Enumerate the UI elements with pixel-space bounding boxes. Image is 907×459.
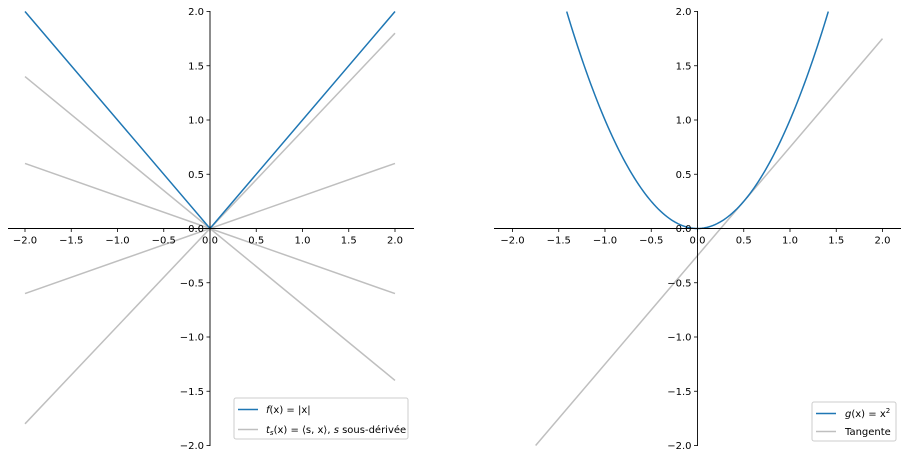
y-tick-label: 1.0 [676, 116, 692, 127]
y-tick-label: −1.5 [180, 387, 204, 398]
y-tick-label: 0.5 [188, 170, 204, 181]
y-tick-label: 1.5 [188, 61, 204, 72]
tangent-line [535, 38, 884, 446]
x-tick-label: 0.0 [202, 236, 218, 247]
x-tick-label: 1.0 [295, 236, 311, 247]
legend-label-g: g(x) = x2 [845, 407, 890, 420]
x-tick-label: 2.0 [875, 236, 891, 247]
x-tick-label: 1.5 [828, 236, 844, 247]
x-tick-label: 2.0 [387, 236, 403, 247]
legend: g(x) = x2 Tangente [811, 401, 897, 442]
x-tick-label: −2.0 [13, 236, 37, 247]
y-tick-label: −2.0 [180, 441, 204, 452]
legend-label-t: ts(x) = ⟨s, x⟩, s sous-dérivée [266, 424, 406, 437]
legend: f(x) = |x| ts(x) = ⟨s, x⟩, s sous-dérivé… [233, 397, 409, 440]
x-ticks: −2.0 −1.5 −1.0 −0.5 0.0 0.5 1.0 1.5 2.0 [500, 228, 891, 247]
y-tick-label: 0.0 [676, 224, 692, 235]
y-tick-label: −1.0 [180, 333, 204, 344]
x-ticks: −2.0 −1.5 −1.0 −0.5 0.0 0.5 1.0 1.5 2.0 [13, 228, 403, 247]
y-tick-label: −0.5 [667, 278, 691, 289]
x-tick-label: −2.0 [500, 236, 524, 247]
y-tick-label: 2.0 [188, 7, 204, 18]
legend-box [233, 397, 409, 440]
legend-label-tangent: Tangente [844, 427, 891, 438]
chart-tangent: −2.0 −1.5 −1.0 −0.5 0.0 0.5 1.0 1.5 2.0 −2.0 −1.5… [494, 7, 901, 452]
x-tick-label: −0.5 [639, 236, 663, 247]
y-tick-label: −0.5 [180, 278, 204, 289]
y-tick-label: 2.0 [676, 7, 692, 18]
x-tick-label: 0.5 [248, 236, 264, 247]
y-tick-label: 1.5 [676, 61, 692, 72]
y-tick-label: −1.0 [667, 333, 691, 344]
y-tick-label: −1.5 [667, 387, 691, 398]
x-tick-label: −1.5 [547, 236, 571, 247]
x-tick-label: −1.5 [59, 236, 83, 247]
x-tick-label: −0.5 [152, 236, 176, 247]
x-tick-label: 1.5 [341, 236, 357, 247]
x-tick-label: −1.0 [105, 236, 129, 247]
y-tick-label: −2.0 [667, 441, 691, 452]
x-tick-label: 1.0 [782, 236, 798, 247]
chart-subderivative: −2.0 −1.5 −1.0 −0.5 0.0 0.5 1.0 1.5 2.0 −2.0 −1.5… [8, 7, 414, 452]
y-tick-label: 1.0 [188, 116, 204, 127]
x-tick-label: −1.0 [593, 236, 617, 247]
axes [8, 11, 414, 446]
y-tick-label: 0.0 [188, 224, 204, 235]
x-tick-label: 0.0 [690, 236, 706, 247]
y-ticks: −2.0 −1.5 −1.0 −0.5 0.0 0.5 1.0 1.5 2.0 [667, 7, 698, 452]
y-ticks: −2.0 −1.5 −1.0 −0.5 0.0 0.5 1.0 1.5 2.0 [180, 7, 210, 452]
x-tick-label: 0.5 [736, 236, 752, 247]
gray-lines [535, 38, 884, 446]
y-tick-label: 0.5 [676, 170, 692, 181]
legend-label-f: f(x) = |x| [266, 405, 311, 416]
